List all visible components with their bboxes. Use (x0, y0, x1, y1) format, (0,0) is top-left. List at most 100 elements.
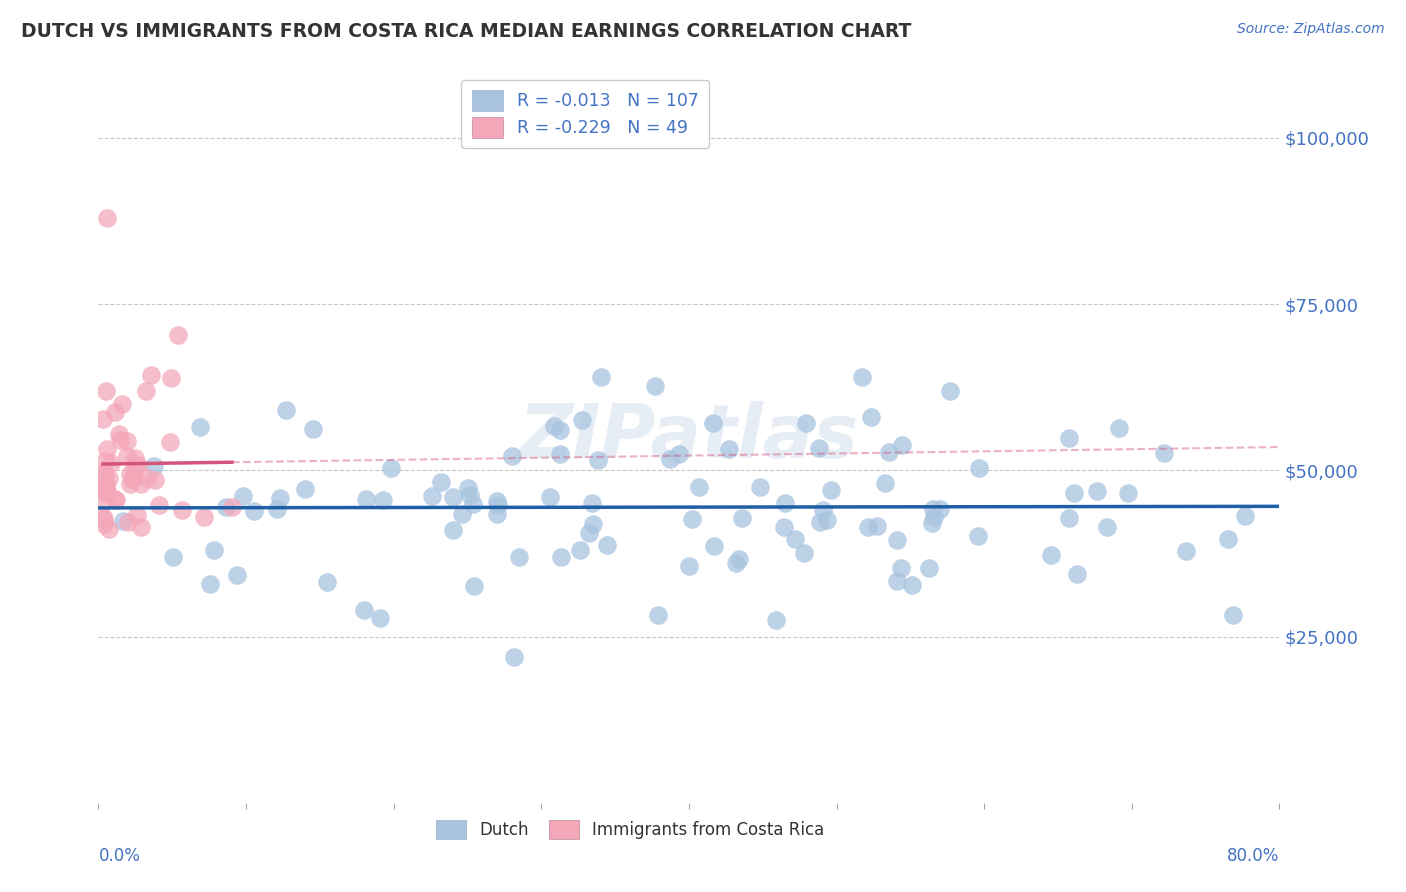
Point (873, 476, 896, 491)
Point (702, 416, 724, 430)
Point (703, 540, 725, 554)
Point (808, 441, 831, 455)
Point (811, 503, 834, 517)
Point (793, 546, 815, 560)
Point (124, 461, 146, 475)
Point (125, 508, 148, 522)
Point (202, 543, 225, 558)
Point (749, 480, 772, 494)
Point (728, 552, 751, 566)
Point (578, 526, 600, 541)
Point (162, 550, 184, 565)
Point (94, 477, 117, 491)
Text: DUTCH VS IMMIGRANTS FROM COSTA RICA MEDIAN EARNINGS CORRELATION CHART: DUTCH VS IMMIGRANTS FROM COSTA RICA MEDI… (21, 22, 911, 41)
Point (188, 420, 211, 434)
Point (596, 538, 619, 552)
Point (860, 410, 883, 425)
Point (108, 433, 131, 447)
Point (100, 456, 122, 470)
Point (96, 211, 118, 225)
Point (221, 500, 243, 515)
Point (94, 384, 117, 398)
Point (773, 520, 796, 534)
Point (98, 523, 121, 537)
Point (302, 422, 325, 436)
Point (922, 509, 945, 524)
Point (96, 483, 118, 498)
Point (785, 532, 807, 546)
Point (582, 517, 605, 532)
Point (543, 418, 565, 433)
Point (148, 498, 170, 512)
Point (167, 327, 190, 342)
Point (127, 458, 149, 473)
Point (647, 608, 669, 623)
Point (214, 500, 236, 515)
Point (921, 516, 943, 530)
Point (658, 451, 681, 466)
Point (294, 482, 316, 496)
Point (775, 496, 797, 510)
Point (117, 515, 139, 529)
Point (820, 483, 842, 497)
Point (486, 498, 509, 512)
Point (463, 497, 485, 511)
Legend: Dutch, Immigrants from Costa Rica: Dutch, Immigrants from Costa Rica (429, 814, 831, 846)
Point (917, 561, 939, 575)
Point (108, 427, 131, 442)
Point (143, 458, 166, 473)
Point (117, 434, 139, 448)
Point (93, 466, 115, 480)
Point (93, 454, 115, 468)
Point (1108, 421, 1130, 435)
Point (420, 489, 443, 503)
Point (967, 460, 990, 475)
Point (851, 370, 873, 384)
Point (550, 447, 572, 461)
Point (170, 502, 193, 516)
Point (457, 481, 479, 495)
Point (124, 451, 146, 466)
Point (93, 495, 115, 509)
Point (939, 384, 962, 398)
Point (315, 574, 337, 589)
Point (485, 494, 508, 508)
Point (368, 611, 391, 625)
Point (928, 502, 950, 516)
Point (808, 515, 831, 529)
Point (269, 491, 291, 506)
Point (458, 488, 481, 502)
Point (678, 558, 700, 573)
Text: 0.0%: 0.0% (98, 847, 141, 864)
Point (1063, 486, 1085, 500)
Point (1175, 544, 1198, 558)
Point (1233, 508, 1256, 523)
Point (93, 517, 115, 532)
Point (193, 509, 215, 524)
Point (717, 442, 740, 456)
Point (104, 492, 127, 507)
Point (353, 603, 375, 617)
Point (1116, 485, 1139, 500)
Point (94, 468, 117, 483)
Point (105, 493, 128, 508)
Text: 80.0%: 80.0% (1227, 847, 1279, 864)
Point (231, 489, 253, 503)
Point (1040, 548, 1063, 562)
Point (430, 475, 453, 489)
Point (111, 397, 134, 411)
Point (135, 384, 157, 398)
Point (901, 578, 924, 592)
Point (443, 523, 465, 537)
Point (1216, 532, 1239, 546)
Point (111, 514, 134, 528)
Point (91, 510, 114, 524)
Point (581, 496, 603, 510)
Point (266, 502, 288, 516)
Point (159, 371, 181, 385)
Point (120, 477, 142, 491)
Point (129, 476, 152, 491)
Point (198, 577, 221, 591)
Point (1222, 608, 1244, 623)
Point (121, 472, 143, 486)
